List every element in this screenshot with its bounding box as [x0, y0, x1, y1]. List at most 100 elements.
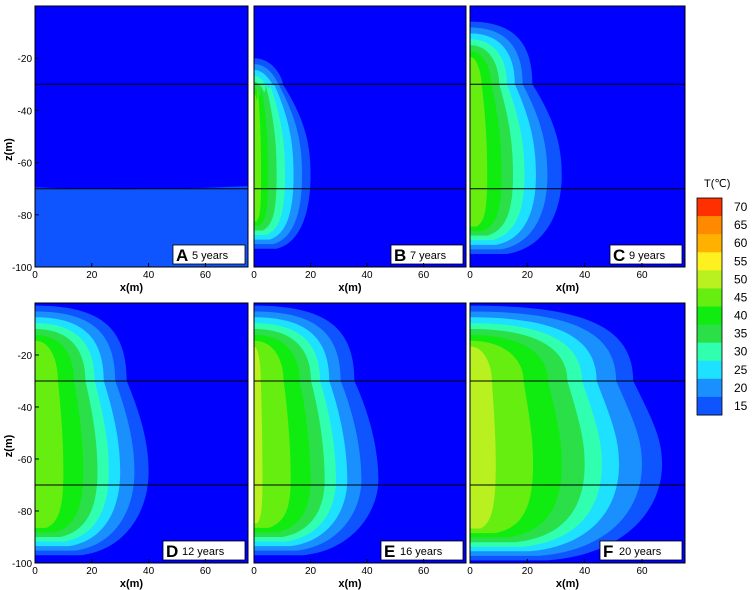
x-tick-label: 40: [143, 270, 155, 281]
x-tick-label: 60: [418, 566, 430, 577]
x-tick-label: 40: [579, 566, 591, 577]
contour-band: [470, 346, 496, 529]
panel-letter: B: [394, 246, 406, 265]
x-tick-label: 20: [305, 566, 317, 577]
x-tick-label: 0: [251, 566, 257, 577]
panel-label-box: [172, 244, 246, 265]
colorbar-segment: [697, 306, 722, 326]
panel-time: 5 years: [192, 250, 229, 262]
panel-label-box: [609, 244, 683, 265]
panel-letter: A: [176, 246, 188, 265]
colorbar-segment: [697, 360, 722, 380]
x-tick-label: 0: [32, 270, 38, 281]
colorbar-segment: [697, 216, 722, 235]
colorbar-segment: [697, 288, 722, 307]
x-tick-label: 0: [467, 270, 473, 281]
x-axis-label: x(m): [120, 282, 144, 294]
z-tick-label: -40: [18, 106, 33, 117]
colorbar-frame: [696, 197, 723, 416]
contour-band: [254, 346, 263, 524]
colorbar-segment: [697, 198, 722, 217]
colorbar-segment: [697, 396, 722, 416]
x-axis-label: x(m): [556, 282, 580, 294]
colorbar-tick-label: 15: [734, 399, 748, 413]
contour-band: [470, 56, 488, 227]
colorbar-segment: [697, 270, 722, 289]
x-tick-label: 0: [467, 566, 473, 577]
colorbar-tick-label: 55: [734, 254, 748, 268]
colorbar-tick-label: 70: [734, 200, 748, 214]
x-tick-label: 40: [362, 270, 374, 281]
panel-letter: F: [603, 542, 613, 561]
colorbar-segment: [697, 378, 722, 398]
colorbar-segment: [697, 234, 722, 253]
z-tick-label: -100: [12, 263, 32, 274]
x-tick-label: 40: [143, 566, 155, 577]
colorbar-tick-label: 65: [734, 218, 748, 232]
panel-A: A 5 years: [34, 5, 249, 268]
x-axis-label: x(m): [120, 578, 144, 590]
panel-B: B 7 years: [253, 5, 467, 268]
panel-D: D 12 years: [34, 302, 249, 564]
colorbar-title: T(℃): [704, 178, 730, 190]
panel-label-box: [390, 244, 464, 265]
x-tick-label: 20: [305, 270, 317, 281]
panel-letter: E: [384, 542, 395, 561]
contour-band: [254, 84, 262, 222]
x-tick-label: 0: [32, 566, 38, 577]
colorbar-tick-label: 45: [734, 290, 748, 304]
panel-letter: C: [613, 246, 625, 265]
z-tick-label: -80: [18, 211, 33, 222]
panel-label-box: [599, 540, 683, 561]
z-tick-label: -20: [18, 54, 33, 65]
contour-band: [254, 340, 291, 528]
z-tick-label: -20: [18, 351, 33, 362]
x-tick-label: 60: [636, 566, 648, 577]
panel-label-box: [380, 540, 464, 561]
axes: 0 20 40 60 x(m) 0 20 40 60 x(m) 0 20 40 60 x(m) 0 20 40 60…: [3, 54, 648, 590]
x-tick-label: 60: [636, 270, 648, 281]
colorbar-segment: [697, 342, 722, 362]
x-tick-label: 20: [522, 270, 534, 281]
x-tick-label: 60: [200, 270, 212, 281]
x-tick-label: 20: [86, 270, 98, 281]
panel-time: 12 years: [182, 546, 225, 558]
x-tick-label: 40: [362, 566, 374, 577]
colorbar-tick-label: 20: [734, 381, 748, 395]
panel-E: E 16 years: [253, 302, 467, 564]
panel-frame: [253, 5, 467, 268]
x-axis-label: x(m): [556, 578, 580, 590]
colorbar-tick-label: 35: [734, 327, 748, 341]
panel-label-box: [162, 540, 246, 561]
contour-panels: A 5 years B 7 years C 9 years D 12 years E 16 yea…: [34, 5, 686, 564]
x-tick-label: 60: [200, 566, 212, 577]
panel-letter: D: [166, 542, 178, 561]
z-axis-label: z(m): [3, 434, 15, 457]
panel-C: C 9 years: [469, 5, 686, 268]
panel-frame: [34, 302, 249, 564]
panel-time: 9 years: [629, 250, 666, 262]
panel-frame: [469, 302, 686, 564]
panel-F: F 20 years: [469, 302, 686, 564]
panel-frame: [469, 5, 686, 268]
x-axis-label: x(m): [338, 578, 362, 590]
x-tick-label: 20: [522, 566, 534, 577]
z-axis-label: z(m): [3, 138, 15, 161]
colorbar-tick-label: 40: [734, 309, 748, 323]
z-tick-label: -40: [18, 403, 33, 414]
panel-frame: [253, 302, 467, 564]
x-axis-label: x(m): [338, 282, 362, 294]
colorbar-tick-label: 60: [734, 236, 748, 250]
z-tick-label: -60: [18, 159, 33, 170]
z-tick-label: -60: [18, 455, 33, 466]
x-tick-label: 20: [86, 566, 98, 577]
x-tick-label: 60: [418, 270, 430, 281]
colorbar-tick-label: 30: [734, 345, 748, 359]
x-tick-label: 40: [579, 270, 591, 281]
x-tick-label: 0: [251, 270, 257, 281]
panel-time: 7 years: [410, 250, 447, 262]
colorbar-tick-label: 25: [734, 363, 748, 377]
z-tick-label: -80: [18, 507, 33, 518]
panel-time: 16 years: [400, 546, 443, 558]
